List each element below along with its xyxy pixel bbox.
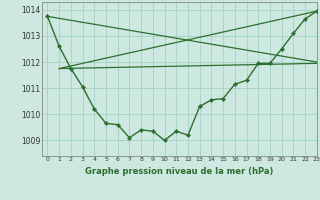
X-axis label: Graphe pression niveau de la mer (hPa): Graphe pression niveau de la mer (hPa) xyxy=(85,167,273,176)
